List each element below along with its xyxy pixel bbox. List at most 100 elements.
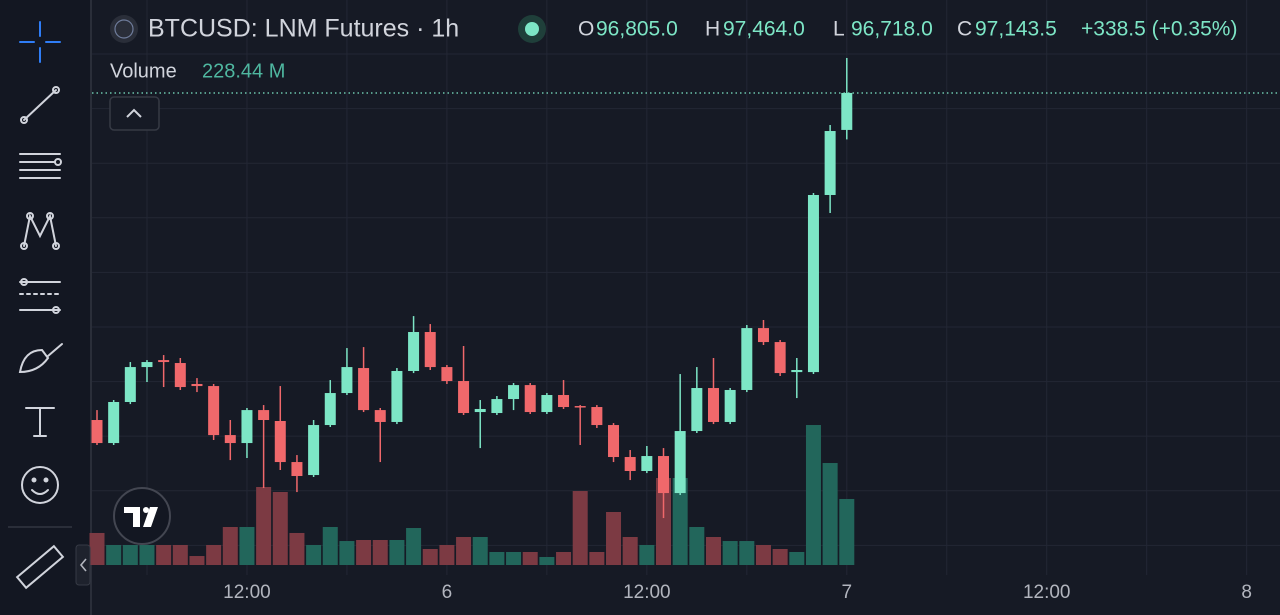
ohlc-key: C <box>957 18 972 41</box>
volume-bar <box>539 556 555 565</box>
volume-bar <box>172 545 188 565</box>
pattern-tool[interactable] <box>20 212 60 250</box>
logo[interactable] <box>113 487 171 545</box>
volume-bar <box>722 541 738 565</box>
symbol-icon-ring <box>114 19 134 39</box>
candle-body <box>541 395 553 413</box>
candle-body <box>124 367 136 402</box>
x-tick-label: 12:00 <box>623 582 671 603</box>
candle-body <box>108 401 120 444</box>
grid <box>92 0 1280 575</box>
volume-bar <box>289 532 305 565</box>
symbol-title: BTCUSD: LNM Futures · 1h <box>148 15 459 43</box>
pane-collapse-button[interactable] <box>109 96 160 131</box>
volume-bar <box>672 478 688 565</box>
candle-body <box>424 332 436 368</box>
toolbar <box>8 21 72 590</box>
volume-bar <box>189 556 205 565</box>
candle-body <box>591 407 603 426</box>
volume-bar <box>755 545 771 565</box>
volume-bar <box>506 551 522 565</box>
candle-body <box>141 362 153 368</box>
candle-body <box>308 425 320 476</box>
x-tick-label: 7 <box>841 582 852 603</box>
candle-body <box>791 370 803 373</box>
volume-bar <box>406 528 422 565</box>
candle-body <box>441 367 453 382</box>
candle-body <box>774 342 786 374</box>
trendline-tool[interactable] <box>20 86 60 124</box>
volume-bar <box>222 526 238 565</box>
volume-bar <box>606 511 622 565</box>
ohlc-value: 97,143.5 <box>975 18 1057 41</box>
ohlc-key: O <box>578 18 594 41</box>
volume-bar <box>356 540 372 565</box>
ohlc-value: 97,464.0 <box>723 18 805 41</box>
volume-bar <box>689 526 705 565</box>
volume-bar <box>422 548 438 565</box>
emoji-tool[interactable] <box>21 466 59 504</box>
x-tick-label: 6 <box>442 582 453 603</box>
volume-bar <box>389 540 405 565</box>
volume-bar <box>705 536 721 565</box>
volume-bar <box>306 545 322 565</box>
candle-body <box>191 383 203 387</box>
candle-body <box>208 386 220 436</box>
candle-body <box>491 399 503 414</box>
candle-body <box>807 194 819 373</box>
candle-body <box>91 420 103 444</box>
candle-body <box>641 456 653 471</box>
volume-bar <box>656 478 672 565</box>
candle-body <box>374 410 386 422</box>
candle-body <box>724 389 736 422</box>
fib-tool[interactable] <box>19 278 61 314</box>
candle-body <box>674 431 686 494</box>
candle-body <box>757 328 769 343</box>
volume-bar <box>739 541 755 565</box>
candle-body <box>524 385 536 413</box>
candle-body <box>624 457 636 471</box>
volume-bar <box>639 545 655 565</box>
text-tool[interactable] <box>25 407 55 437</box>
volume-bar <box>556 551 572 565</box>
candle-body <box>824 131 836 195</box>
candle-body <box>608 425 620 458</box>
candle-body <box>274 420 286 463</box>
ohlc-key: L <box>833 18 845 41</box>
lines-tool[interactable] <box>19 153 62 179</box>
symbol-icon <box>110 15 138 43</box>
overlay: 12:00 6 12:00 7 12:00 8 <box>92 92 1280 603</box>
volume-bar <box>372 540 388 565</box>
volume-bar <box>139 545 155 565</box>
volume-bar <box>256 486 272 565</box>
ohlc-legend: O 96,805.0 H 97,464.0 L 96,718.0 C 97,143.5 <box>578 18 1057 41</box>
volume-bar <box>339 541 355 565</box>
candle-body <box>158 360 170 363</box>
crosshair-tool[interactable] <box>19 21 61 63</box>
candle-body <box>391 370 403 422</box>
candle-body <box>558 395 570 408</box>
toolbar-collapse[interactable] <box>75 544 91 586</box>
marks <box>89 57 855 565</box>
brush-tool[interactable] <box>18 343 63 374</box>
ruler-tool[interactable] <box>15 544 65 590</box>
volume-bar <box>156 545 172 565</box>
x-tick-label: 8 <box>1241 582 1252 603</box>
volume-bar <box>122 545 138 565</box>
volume-bar <box>622 536 638 565</box>
volume-bar <box>805 425 821 565</box>
volume-bar <box>522 551 538 565</box>
candle-body <box>224 435 236 444</box>
candle-body <box>658 456 670 494</box>
volume-bar <box>272 491 288 565</box>
candle-body <box>258 410 270 421</box>
candle-body <box>707 388 719 422</box>
candle-body <box>241 410 253 444</box>
candle-body <box>324 393 336 426</box>
volume-bar <box>239 526 255 565</box>
volume-bar <box>489 551 505 565</box>
volume-bar <box>589 551 605 565</box>
volume-bar <box>456 536 472 565</box>
x-tick-label: 12:00 <box>223 582 271 603</box>
